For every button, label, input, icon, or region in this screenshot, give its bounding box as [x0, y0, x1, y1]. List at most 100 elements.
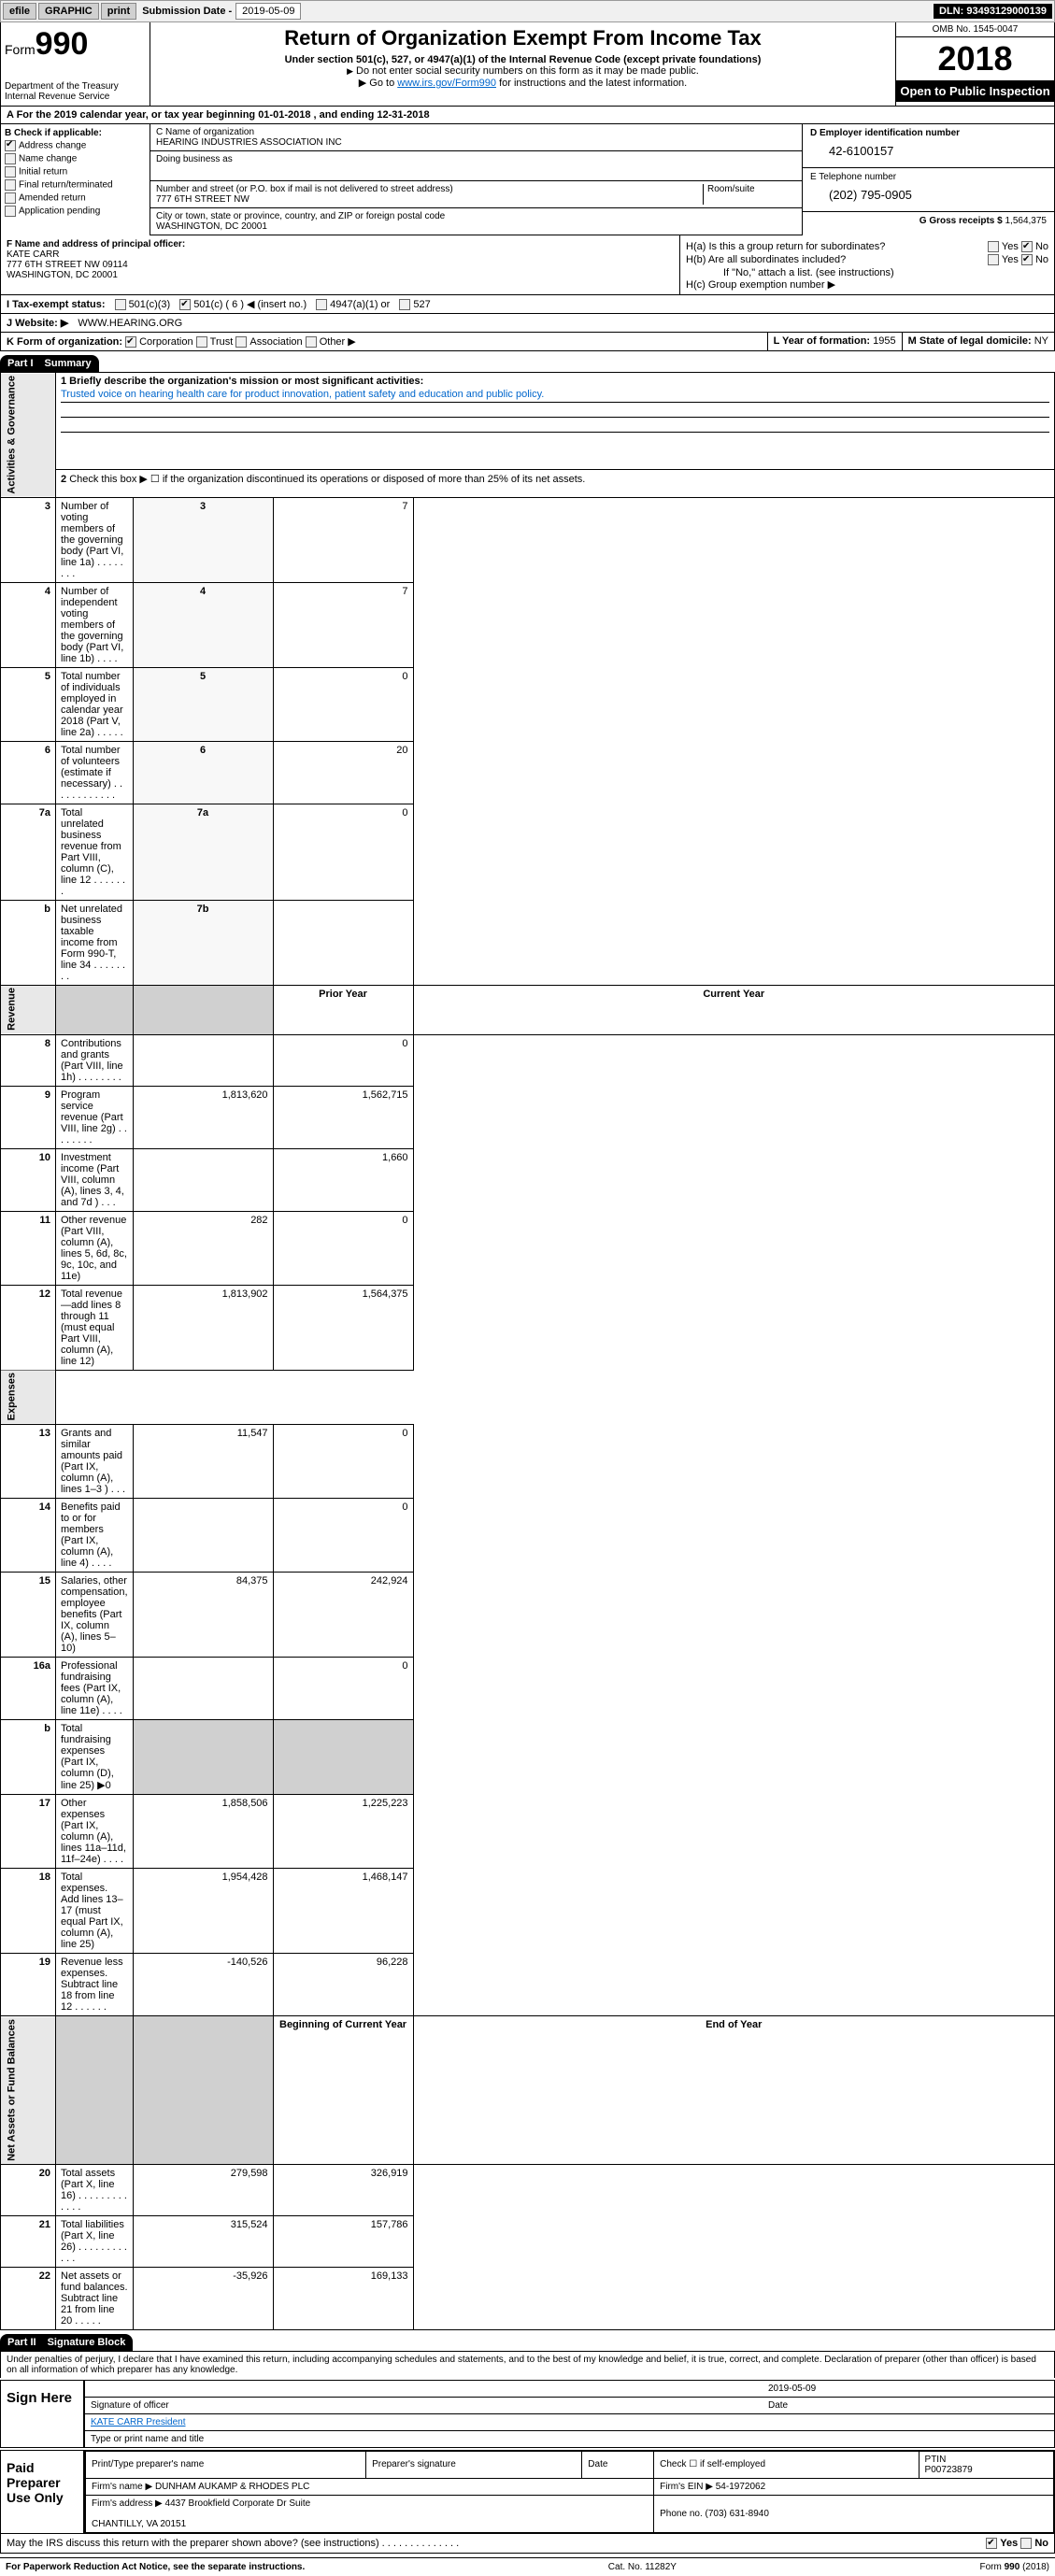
prior-value: 1,858,506 [133, 1795, 273, 1869]
prior-value [133, 1658, 273, 1720]
print-button[interactable]: print [101, 3, 136, 20]
current-value: 1,468,147 [273, 1869, 413, 1954]
line-num: 13 [1, 1425, 56, 1499]
line-1-mission: 1 Briefly describe the organization's mi… [56, 373, 1055, 469]
dln-value: DLN: 93493129000139 [934, 4, 1052, 19]
graphic-button[interactable]: GRAPHIC [38, 3, 99, 20]
firm-name-label: Firm's name ▶ [92, 2482, 155, 2492]
line-desc: Benefits paid to or for members (Part IX… [56, 1499, 134, 1573]
efile-button[interactable]: efile [3, 3, 36, 20]
l-value: 1955 [873, 335, 895, 347]
city-label: City or town, state or province, country… [156, 211, 796, 221]
hb-yes[interactable] [988, 254, 999, 265]
self-employed-check[interactable]: Check ☐ if self-employed [654, 2451, 919, 2478]
irs-link[interactable]: www.irs.gov/Form990 [397, 78, 496, 89]
hb-no[interactable] [1021, 254, 1033, 265]
top-toolbar: efile GRAPHIC print Submission Date - 20… [0, 0, 1055, 22]
prep-date-label: Date [582, 2451, 654, 2478]
line-num: 16a [1, 1658, 56, 1720]
table-row: 12Total revenue—add lines 8 through 11 (… [1, 1285, 1055, 1370]
opt-527[interactable]: 527 [399, 299, 430, 310]
discuss-yes[interactable] [986, 2538, 997, 2549]
current-value: 326,919 [273, 2164, 413, 2215]
opt-trust[interactable] [196, 336, 207, 348]
preparer-block: Paid Preparer Use Only Print/Type prepar… [0, 2450, 1055, 2534]
opt-label: 527 [413, 299, 430, 310]
sig-name-value[interactable]: KATE CARR President [91, 2417, 1048, 2427]
table-row: 10Investment income (Part VIII, column (… [1, 1148, 1055, 1211]
hdr-beginning: Beginning of Current Year [273, 2016, 413, 2165]
form-subtitle: Under section 501(c), 527, or 4947(a)(1)… [154, 54, 891, 65]
chk-final-return[interactable]: Final return/terminated [5, 179, 146, 191]
line-num: 17 [1, 1795, 56, 1869]
chk-amended-return[interactable]: Amended return [5, 192, 146, 204]
opt-4947[interactable]: 4947(a)(1) or [316, 299, 390, 310]
section-bcd: B Check if applicable: Address change Na… [0, 124, 1055, 235]
prior-value: 282 [133, 1211, 273, 1285]
line-value: 20 [273, 741, 413, 804]
prior-value [133, 1148, 273, 1211]
row-a-text: A For the 2019 calendar year, or tax yea… [7, 109, 430, 121]
row-a-tax-year: A For the 2019 calendar year, or tax yea… [0, 107, 1055, 124]
chk-label: Initial return [19, 167, 67, 178]
opt-501c6[interactable]: 501(c) ( 6 ) ◀ (insert no.) [179, 298, 307, 310]
dba-label: Doing business as [156, 154, 796, 164]
line-ref: 3 [133, 497, 273, 582]
col-b-checkboxes: B Check if applicable: Address change Na… [1, 124, 150, 235]
opt-label: 501(c)(3) [129, 299, 171, 310]
form-header-right: OMB No. 1545-0047 2018 Open to Public In… [895, 22, 1054, 106]
opt-label: Corporation [139, 336, 192, 348]
col-c-org-info: C Name of organization HEARING INDUSTRIE… [150, 124, 802, 235]
line-value: 0 [273, 804, 413, 900]
sign-here-label: Sign Here [1, 2381, 85, 2447]
summary-table: Activities & Governance 1 Briefly descri… [0, 372, 1055, 2330]
opt-label: Trust [210, 336, 234, 348]
line-desc: Total number of volunteers (estimate if … [56, 741, 134, 804]
sig-name-row: KATE CARR President [85, 2414, 1054, 2431]
ptin-label: PTIN [925, 2455, 947, 2465]
line-num: 15 [1, 1573, 56, 1658]
line-value: 0 [273, 667, 413, 741]
current-value: 0 [273, 1034, 413, 1086]
omb-number: OMB No. 1545-0047 [896, 22, 1054, 37]
opt-other[interactable] [306, 336, 317, 348]
row-klm: K Form of organization: Corporation Trus… [0, 333, 1055, 351]
phone-cell: E Telephone number (202) 795-0905 [803, 168, 1054, 212]
ha-yes[interactable] [988, 241, 999, 252]
line-desc: Contributions and grants (Part VIII, lin… [56, 1034, 134, 1086]
line-ref: 5 [133, 667, 273, 741]
line-desc: Salaries, other compensation, employee b… [56, 1573, 134, 1658]
discuss-no[interactable] [1020, 2538, 1032, 2549]
chk-name-change[interactable]: Name change [5, 153, 146, 164]
current-value: 169,133 [273, 2267, 413, 2329]
chk-address-change[interactable]: Address change [5, 140, 146, 151]
firm-name-cell: Firm's name ▶ DUNHAM AUKAMP & RHODES PLC [86, 2478, 654, 2495]
table-row: 16aProfessional fundraising fees (Part I… [1, 1658, 1055, 1720]
m-value: NY [1034, 335, 1048, 347]
section-b-label: B Check if applicable: [5, 128, 102, 138]
current-value: 242,924 [273, 1573, 413, 1658]
line-num: 11 [1, 1211, 56, 1285]
firm-phone-cell: Phone no. (703) 631-8940 [654, 2495, 1054, 2532]
opt-501c3[interactable]: 501(c)(3) [115, 299, 171, 310]
sig-date-value: 2019-05-09 [768, 2384, 1048, 2394]
firm-addr-label: Firm's address ▶ [92, 2498, 165, 2509]
ptin-value: P00723879 [925, 2465, 973, 2475]
table-row: 3Number of voting members of the governi… [1, 497, 1055, 582]
opt-assoc[interactable] [235, 336, 247, 348]
line-num: 6 [1, 741, 56, 804]
chk-initial-return[interactable]: Initial return [5, 166, 146, 178]
prior-value [133, 1499, 273, 1573]
mission-blank [61, 403, 1049, 418]
part-num: Part II [7, 2337, 36, 2348]
ha-no[interactable] [1021, 241, 1033, 252]
table-row: 22Net assets or fund balances. Subtract … [1, 2267, 1055, 2329]
ptin-cell: PTINP00723879 [919, 2451, 1053, 2478]
chk-application-pending[interactable]: Application pending [5, 206, 146, 217]
tab-expenses: Expenses [1, 1370, 56, 1424]
opt-corp[interactable] [125, 336, 136, 348]
line-num: 4 [1, 582, 56, 667]
firm-ein-label: Firm's EIN ▶ [660, 2482, 716, 2492]
sig-name-label: Type or print name and title [85, 2431, 1054, 2447]
part-2-header: Part IISignature Block [0, 2334, 133, 2351]
